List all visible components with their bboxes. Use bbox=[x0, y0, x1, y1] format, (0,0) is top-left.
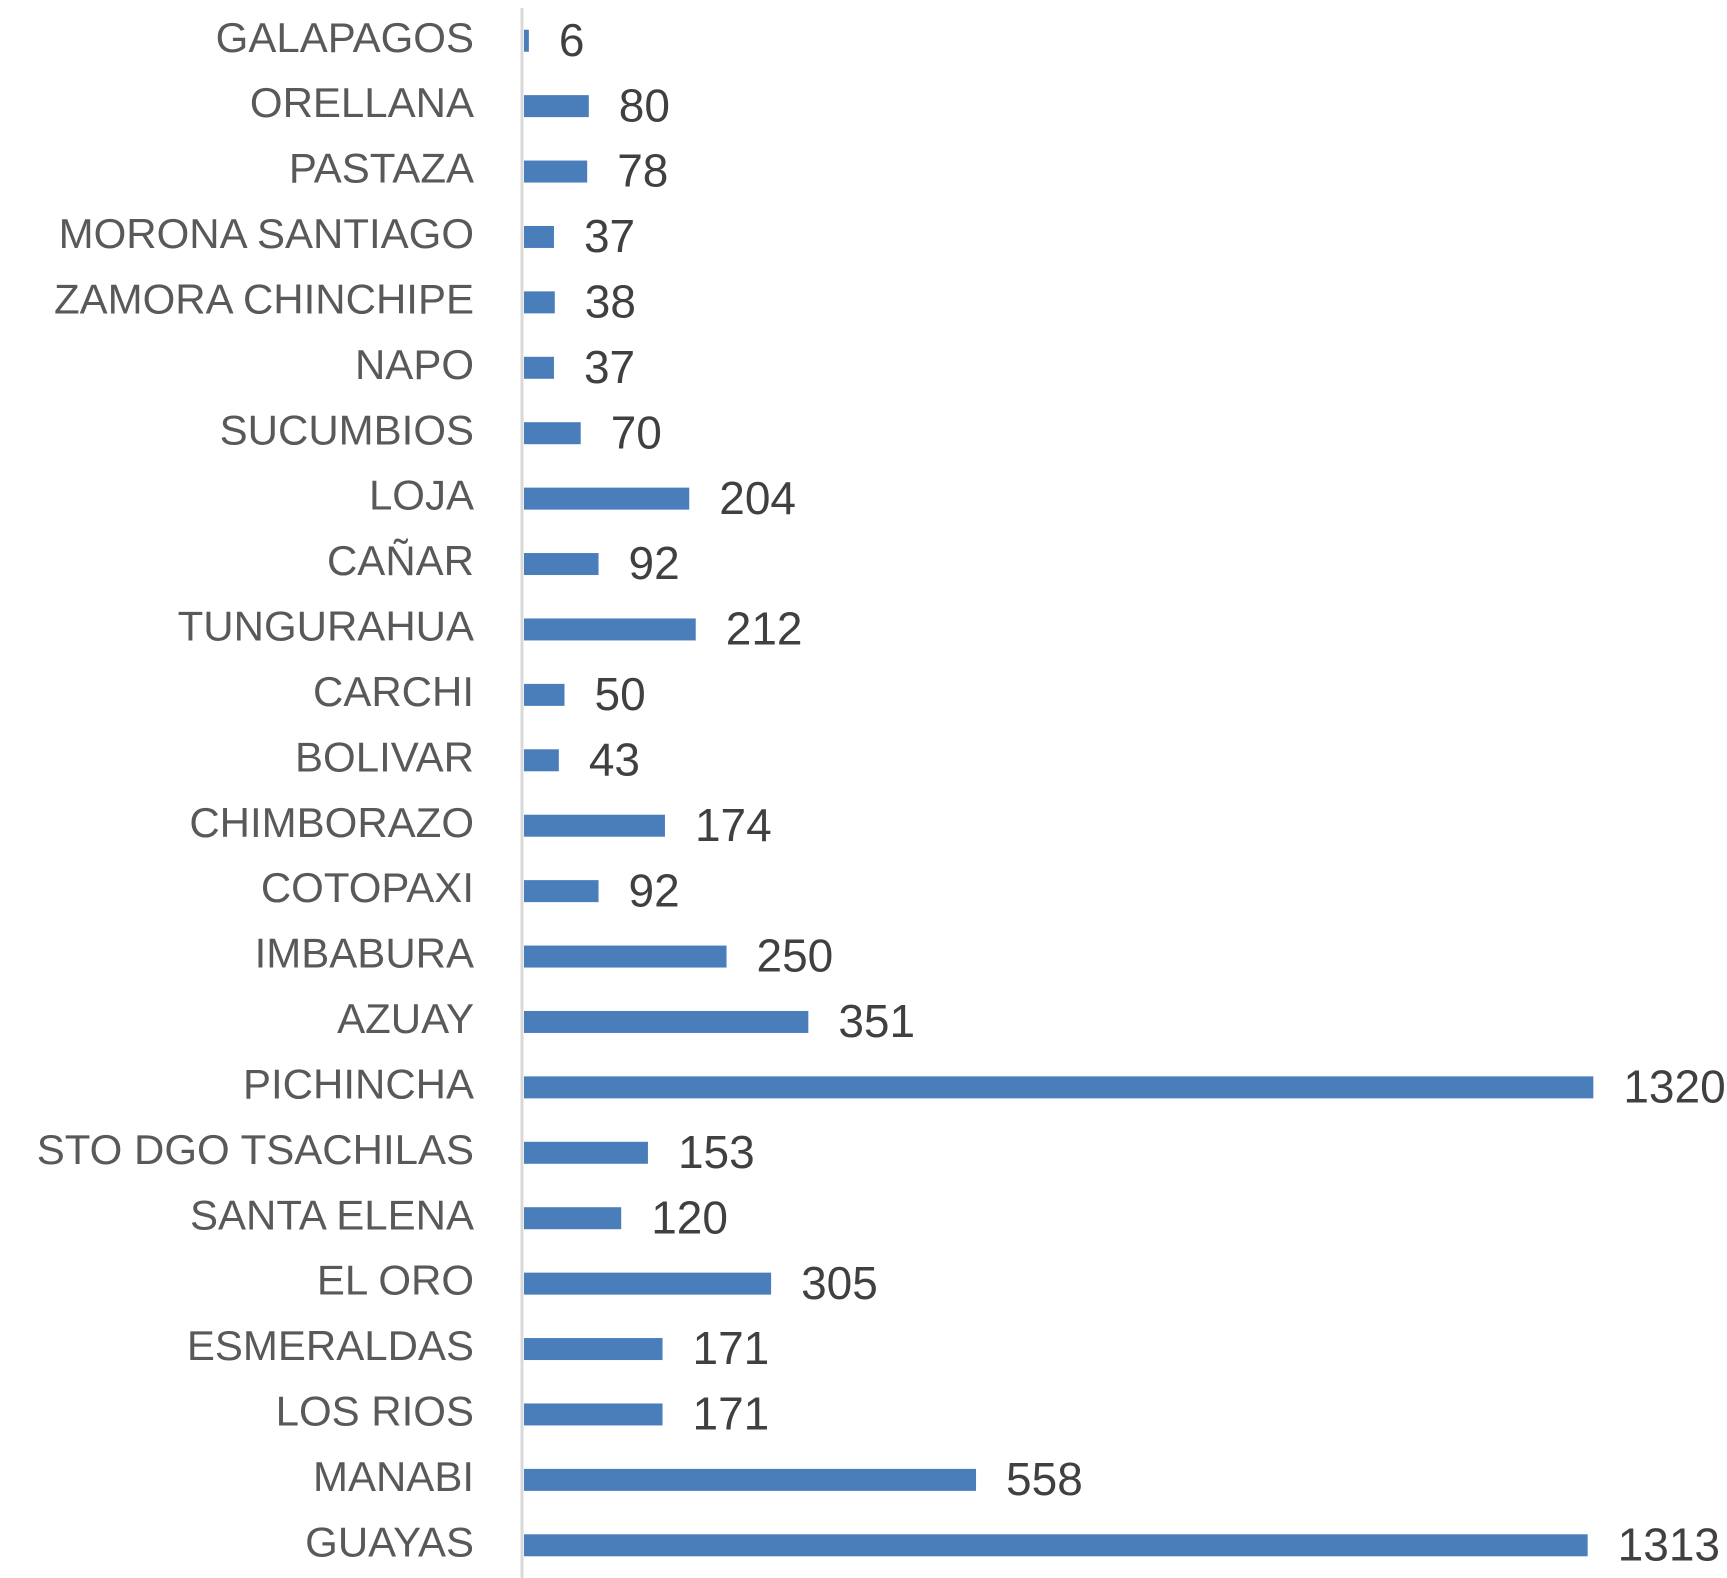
bar bbox=[524, 945, 727, 968]
value-label: 174 bbox=[695, 799, 772, 851]
category-label: ZAMORA CHINCHIPE bbox=[54, 275, 474, 322]
value-label: 153 bbox=[678, 1126, 755, 1178]
category-label: LOS RIOS bbox=[276, 1388, 474, 1435]
bar bbox=[524, 225, 554, 248]
category-label: EL ORO bbox=[317, 1257, 474, 1304]
value-label: 38 bbox=[585, 276, 636, 328]
value-label: 1313 bbox=[1618, 1518, 1720, 1570]
category-label: ESMERALDAS bbox=[187, 1322, 474, 1369]
value-label: 558 bbox=[1006, 1453, 1083, 1505]
bar bbox=[524, 1468, 977, 1491]
category-label: STO DGO TSACHILAS bbox=[37, 1126, 474, 1173]
value-label: 92 bbox=[629, 537, 680, 589]
category-label: SUCUMBIOS bbox=[220, 406, 474, 453]
value-label: 120 bbox=[651, 1191, 728, 1243]
value-label: 351 bbox=[838, 995, 915, 1047]
bar bbox=[524, 618, 696, 641]
category-label: SANTA ELENA bbox=[190, 1191, 474, 1238]
category-label: LOJA bbox=[369, 472, 474, 519]
bar bbox=[524, 487, 690, 510]
bar bbox=[524, 1207, 622, 1230]
bar bbox=[524, 1141, 648, 1164]
value-label: 43 bbox=[589, 733, 640, 785]
category-label: AZUAY bbox=[337, 995, 474, 1042]
category-label: BOLIVAR bbox=[295, 733, 474, 780]
value-label: 171 bbox=[693, 1322, 770, 1374]
bar bbox=[524, 29, 529, 52]
bar bbox=[524, 422, 581, 445]
bar bbox=[524, 1403, 663, 1426]
category-label: CARCHI bbox=[313, 668, 474, 715]
bar bbox=[524, 1272, 772, 1295]
value-label: 6 bbox=[559, 14, 585, 66]
category-label: CAÑAR bbox=[327, 537, 474, 584]
category-label: TUNGURAHUA bbox=[178, 603, 474, 650]
category-label: MANABI bbox=[313, 1453, 474, 1500]
value-label: 1320 bbox=[1623, 1061, 1725, 1113]
bar bbox=[524, 1076, 1594, 1099]
category-label: IMBABURA bbox=[255, 930, 474, 977]
bar bbox=[524, 160, 588, 183]
category-label: PASTAZA bbox=[289, 145, 474, 192]
bar bbox=[524, 814, 665, 837]
value-label: 80 bbox=[619, 79, 670, 131]
value-label: 70 bbox=[611, 406, 662, 458]
value-label: 171 bbox=[693, 1388, 770, 1440]
value-label: 92 bbox=[629, 864, 680, 916]
value-label: 78 bbox=[617, 145, 668, 197]
value-label: 204 bbox=[719, 472, 796, 524]
bar bbox=[524, 749, 559, 772]
bar bbox=[524, 880, 599, 903]
category-label: COTOPAXI bbox=[261, 864, 474, 911]
bar bbox=[524, 1010, 809, 1033]
category-label: GUAYAS bbox=[305, 1518, 474, 1565]
bar bbox=[524, 356, 554, 379]
value-label: 305 bbox=[801, 1257, 878, 1309]
bar bbox=[524, 1338, 663, 1361]
bar bbox=[524, 95, 589, 118]
value-label: 37 bbox=[584, 341, 635, 393]
bar bbox=[524, 291, 555, 314]
category-label: PICHINCHA bbox=[243, 1060, 474, 1107]
value-label: 250 bbox=[757, 930, 834, 982]
value-label: 37 bbox=[584, 210, 635, 262]
category-label: CHIMBORAZO bbox=[189, 799, 474, 846]
category-label: GALAPAGOS bbox=[216, 14, 474, 61]
bar bbox=[524, 1534, 1588, 1557]
category-label: ORELLANA bbox=[250, 79, 474, 126]
bar bbox=[524, 553, 599, 576]
category-label: MORONA SANTIAGO bbox=[59, 210, 474, 257]
value-label: 212 bbox=[726, 603, 803, 655]
bar bbox=[524, 683, 565, 706]
value-label: 50 bbox=[595, 668, 646, 720]
category-label: NAPO bbox=[355, 341, 474, 388]
